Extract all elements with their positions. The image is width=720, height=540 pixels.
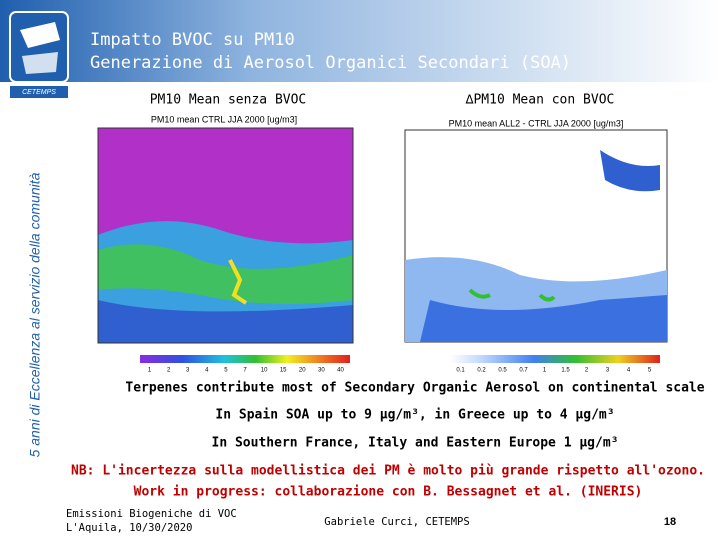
- bullet: Terpenes contribute most of Secondary Or…: [125, 381, 704, 396]
- slide-title: Impatto BVOC su PM10: [90, 30, 295, 50]
- map-right: PM10 mean ALL2 - CTRL JJA 2000 [ug/m3]: [398, 112, 673, 363]
- colorbar-label: 30: [318, 368, 325, 374]
- colorbar-label: 20: [299, 368, 306, 374]
- map-left: PM10 mean CTRL JJA 2000 [ug/m3]: [88, 112, 360, 363]
- colorbar-label: 40: [337, 368, 344, 374]
- colorbar-label: 15: [280, 368, 287, 374]
- colorbar-label: 0.7: [519, 368, 528, 374]
- map-title: PM10 mean ALL2 - CTRL JJA 2000 [ug/m3]: [449, 118, 624, 128]
- colorbar-label: 0.5: [498, 368, 507, 374]
- panel-label: PM10 Mean senza BVOC: [150, 93, 307, 108]
- colorbar-label: 3: [606, 368, 610, 374]
- footer-event: Emissioni Biogeniche di VOC: [66, 508, 237, 520]
- note-line: Work in progress: collaborazione con B. …: [134, 485, 643, 500]
- colorbar-label: 1: [148, 368, 152, 374]
- colorbar-label: 0.2: [477, 368, 486, 374]
- footer-date: L'Aquila, 10/30/2020: [66, 522, 192, 534]
- sidebar-text: 5 anni di Eccellenza al servizio della c…: [27, 172, 43, 457]
- colorbar-label: 2: [585, 368, 589, 374]
- logo-label: CETEMPS: [22, 89, 56, 96]
- logo: CETEMPS: [9, 11, 69, 98]
- colorbar-label: 7: [243, 368, 247, 374]
- header-band: [0, 0, 720, 82]
- panel-label: ∆PM10 Mean con BVOC: [465, 93, 615, 108]
- colorbar-label: 2: [167, 368, 171, 374]
- colorbar-label: 4: [205, 368, 209, 374]
- map-title: PM10 mean CTRL JJA 2000 [ug/m3]: [151, 114, 297, 124]
- colorbar-label: 1.5: [561, 368, 570, 374]
- colorbar-label: 0.1: [456, 368, 465, 374]
- footer-author: Gabriele Curci, CETEMPS: [324, 516, 469, 528]
- colorbar-label: 1: [543, 368, 547, 374]
- slide-subtitle: Generazione di Aerosol Organici Secondar…: [90, 53, 571, 73]
- colorbar-label: 3: [186, 368, 190, 374]
- colorbar-label: 10: [261, 368, 268, 374]
- colorbar-label: 5: [224, 368, 228, 374]
- page-number: 18: [664, 516, 676, 528]
- note-line: NB: L'incertezza sulla modellistica dei …: [71, 464, 705, 479]
- bullet: In Southern France, Italy and Eastern Eu…: [212, 436, 619, 451]
- colorbar-label: 5: [648, 368, 652, 374]
- colorbar-label: 4: [627, 368, 631, 374]
- bullet: In Spain SOA up to 9 μg/m³, in Greece up…: [215, 408, 614, 423]
